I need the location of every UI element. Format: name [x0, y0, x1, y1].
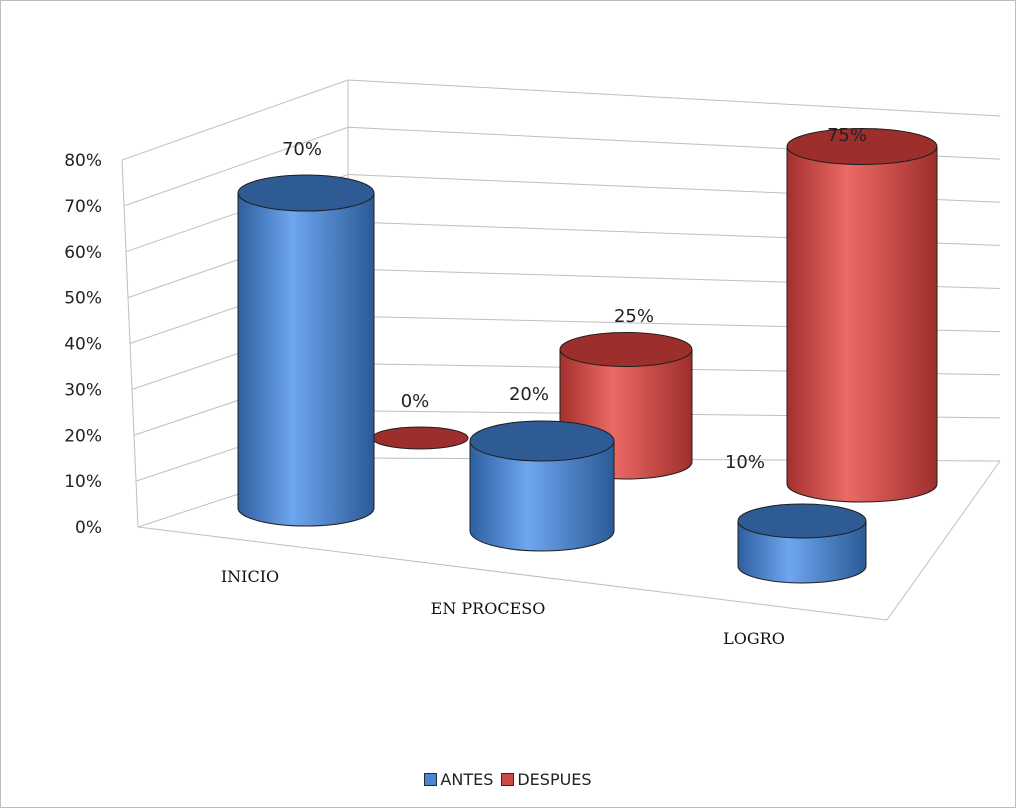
- data-label-despues: 25%: [614, 306, 654, 327]
- y-tick-label: 80%: [64, 151, 102, 171]
- data-label-antes: 20%: [509, 384, 549, 405]
- y-tick-label: 30%: [64, 380, 102, 400]
- y-axis: 0% 10% 20% 30% 40% 50% 60% 70% 80%: [64, 151, 102, 538]
- cylinder-body: [469, 440, 615, 552]
- y-tick-label: 70%: [64, 197, 102, 217]
- bar-antes-0: [237, 174, 375, 527]
- category-label: EN PROCESO: [431, 599, 546, 618]
- data-labels: 70% 20% 10% 0% 25% 75%: [282, 125, 867, 473]
- side-gridline: [121, 79, 349, 161]
- y-tick-label: 50%: [64, 289, 102, 309]
- legend-item-despues: DESPUES: [501, 770, 592, 789]
- floor-edge-front: [137, 526, 888, 621]
- y-tick-label: 20%: [64, 426, 102, 446]
- cylinder-top: [786, 128, 938, 165]
- side-gridline: [123, 126, 349, 207]
- cylinder-top: [737, 503, 867, 539]
- legend-label: DESPUES: [517, 770, 592, 789]
- category-label: LOGRO: [723, 629, 785, 648]
- legend-label: ANTES: [440, 770, 494, 789]
- legend-item-antes: ANTES: [424, 770, 493, 789]
- data-label-despues: 75%: [827, 125, 867, 146]
- cylinder-body: [737, 520, 867, 584]
- bar-antes-1: [469, 420, 615, 552]
- bar-despues-0: [371, 426, 469, 450]
- floor-edge-right: [886, 460, 1001, 621]
- y-tick-label: 40%: [64, 335, 102, 355]
- cylinder-top: [371, 426, 469, 450]
- data-label-antes: 10%: [725, 452, 765, 473]
- back-gridline: [347, 79, 1001, 117]
- cylinder-top: [237, 174, 375, 212]
- data-label-antes: 70%: [282, 139, 322, 160]
- category-axis: INICIO EN PROCESO LOGRO: [221, 567, 785, 648]
- data-label-despues: 0%: [401, 391, 430, 412]
- cylinder-body: [237, 192, 375, 527]
- cylinder-top: [469, 420, 615, 462]
- bar-antes-2: [737, 503, 867, 584]
- legend-swatch: [501, 773, 515, 786]
- legend-swatch: [424, 773, 438, 786]
- y-tick-label: 60%: [64, 243, 102, 263]
- legend: ANTES DESPUES: [0, 770, 1016, 789]
- cylinder-body: [786, 146, 938, 503]
- left-wall-edge: [121, 159, 139, 528]
- y-tick-label: 0%: [75, 518, 102, 538]
- y-tick-label: 10%: [64, 472, 102, 492]
- category-label: INICIO: [221, 567, 279, 586]
- bars: [237, 128, 938, 584]
- bar-despues-2: [786, 128, 938, 503]
- cylinder-top: [559, 332, 693, 367]
